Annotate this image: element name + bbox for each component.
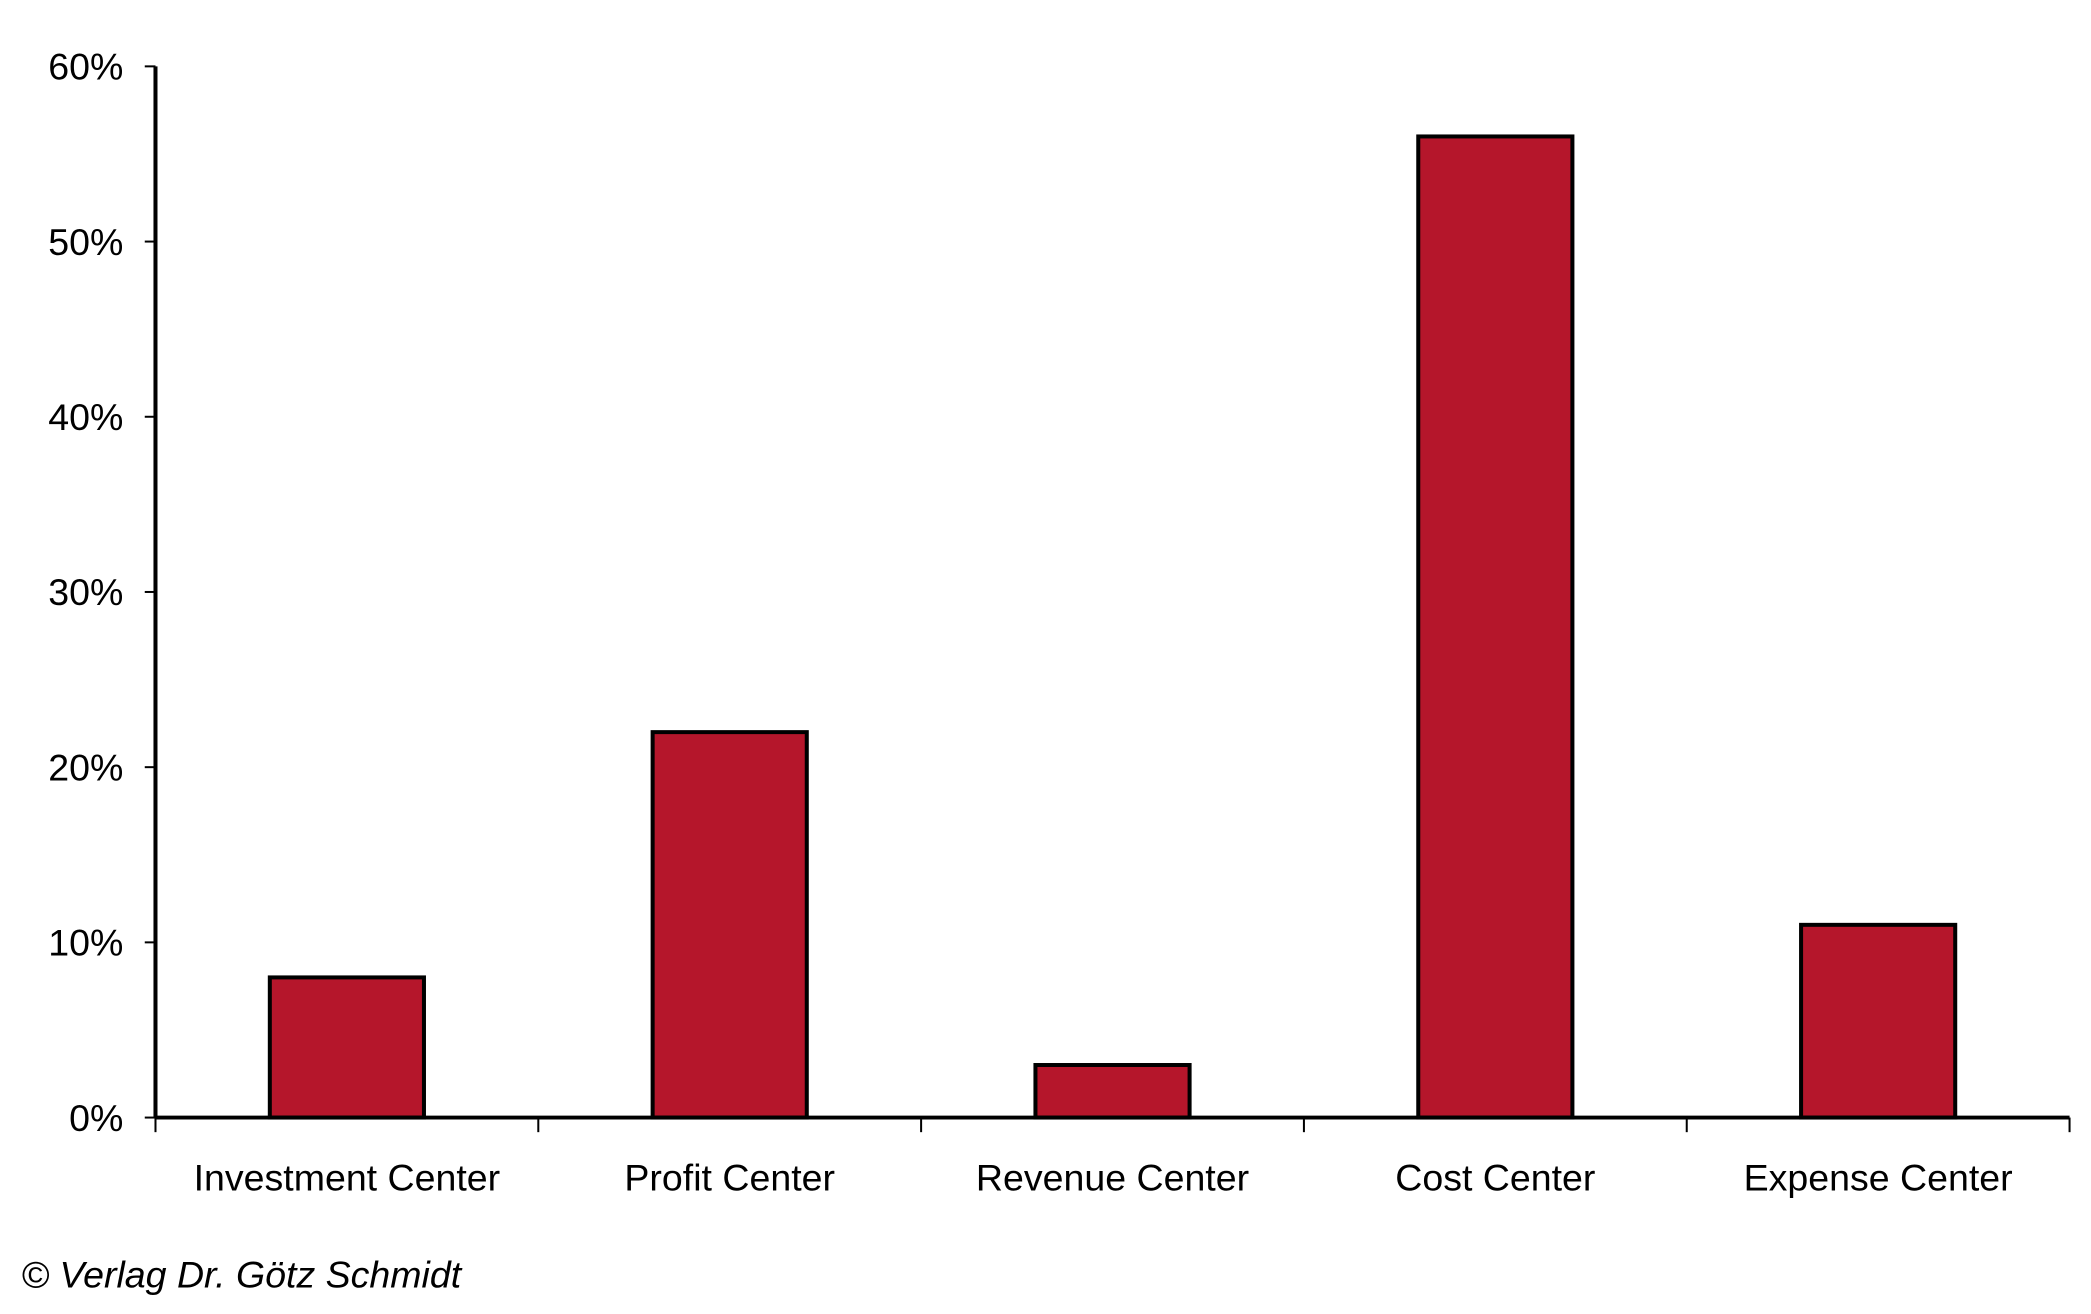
bar-cost-center <box>1416 134 1575 1120</box>
bar-investment-center <box>267 975 426 1120</box>
x-tick-label: Profit Center <box>624 1157 835 1199</box>
y-tick-label: 20% <box>48 747 123 789</box>
y-tick-label: 50% <box>48 221 123 263</box>
bar-expense-center <box>1799 922 1958 1120</box>
y-tick-label: 0% <box>69 1097 123 1139</box>
x-tick-label: Investment Center <box>194 1157 500 1199</box>
y-tick-label: 30% <box>48 571 123 613</box>
bar-profit-center <box>650 730 809 1120</box>
y-tick-label: 40% <box>48 396 123 438</box>
x-tick-label: Expense Center <box>1744 1157 2013 1199</box>
x-tick-label: Revenue Center <box>976 1157 1249 1199</box>
y-tick-label: 10% <box>48 922 123 964</box>
x-tick-label: Cost Center <box>1395 1157 1595 1199</box>
copyright-text: © Verlag Dr. Götz Schmidt <box>21 1254 462 1296</box>
y-tick-label: 60% <box>48 46 123 88</box>
bar-revenue-center <box>1033 1063 1192 1120</box>
